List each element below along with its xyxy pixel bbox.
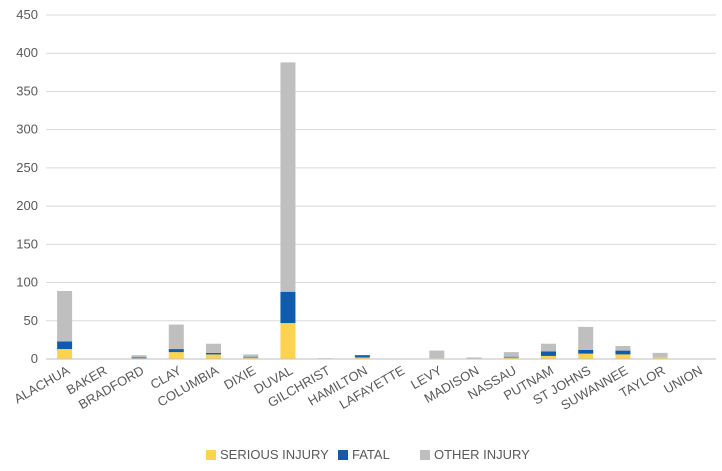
legend-swatch [206,450,216,460]
bar-segment [168,324,184,350]
x-tick-label: UNION [661,363,705,397]
bar-segment [652,352,668,358]
bar-segment [578,353,594,359]
bar-segment [541,351,556,356]
bar-segment [280,323,296,359]
y-tick-label: 0 [31,351,38,366]
legend-swatch [338,450,348,460]
bar-segment [206,354,221,359]
bar-segment [652,357,668,359]
y-tick-label: 350 [16,83,38,98]
legend-label: FATAL [352,447,390,462]
legend-item: FATAL [338,447,390,462]
legend-label: OTHER INJURY [434,447,530,462]
bar-segment [243,357,259,359]
bar-segment [541,343,556,352]
bar-segment [57,290,73,342]
bar-segment [615,350,631,355]
bar-segment [503,356,519,358]
bar-segment [466,357,482,359]
bar-segment [131,355,147,358]
bar-segment [206,352,221,355]
y-tick-label: 50 [24,313,38,328]
y-tick-label: 100 [16,275,38,290]
bars [57,62,668,359]
bar-segment [131,357,147,359]
bar-segment [503,352,519,357]
legend: SERIOUS INJURY FATAL OTHER INJURY [206,447,530,462]
bar-segment [578,349,594,354]
y-tick-label: 450 [16,7,38,22]
legend-item: SERIOUS INJURY [206,447,329,462]
y-tick-label: 400 [16,45,38,60]
bar-segment [168,349,184,353]
y-tick-label: 150 [16,236,38,251]
bar-segment [578,326,594,350]
bar-segment [243,356,259,358]
bar-segment [280,62,296,292]
y-tick-label: 300 [16,122,38,137]
y-axis-tick-labels: 0 50 100 150 200 250 300 350 400 450 [16,7,38,366]
bar-segment [280,291,296,324]
legend-item: OTHER INJURY [420,447,530,462]
bar-segment [615,354,631,359]
bar-segment [57,341,73,350]
bar-segment [243,354,259,357]
legend-swatch [420,450,430,460]
y-tick-label: 200 [16,198,38,213]
bar-segment [354,355,370,358]
bar-segment [354,357,370,359]
bar-segment [503,357,519,359]
bar-segment [615,346,631,351]
y-tick-label: 250 [16,160,38,175]
legend-label: SERIOUS INJURY [220,447,329,462]
bar-segment [206,343,221,353]
gridlines [46,14,716,322]
bar-segment [57,349,73,359]
bar-segment [429,350,445,359]
bar-segment [541,355,556,359]
bar-segment [168,352,184,359]
